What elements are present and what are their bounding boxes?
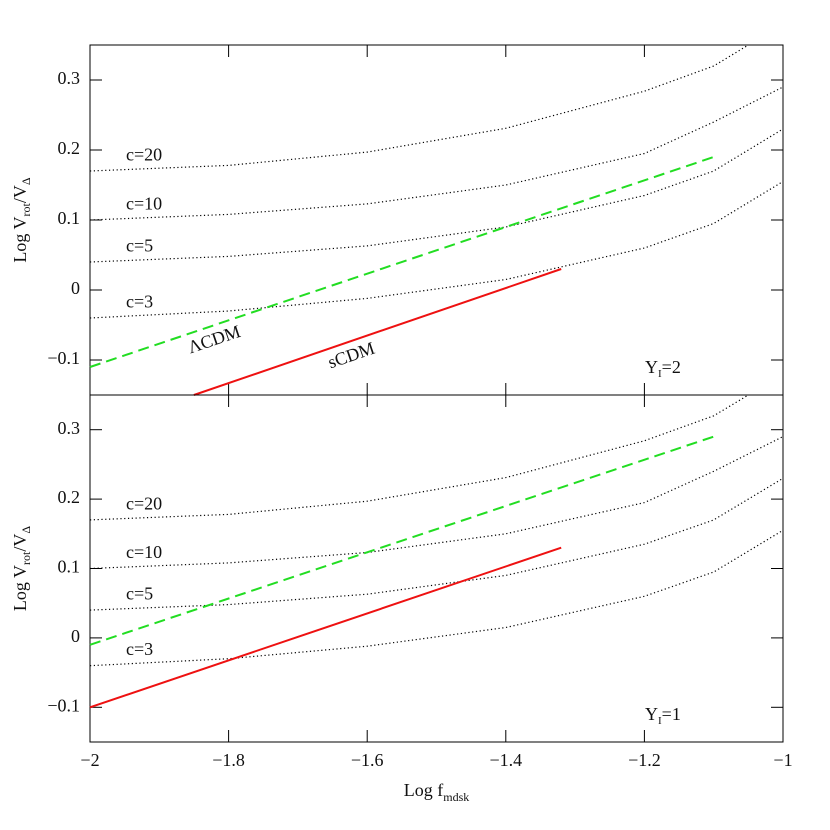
series-label: c=20 xyxy=(126,493,162,513)
y-axis-label: Log Vrot/VΔ xyxy=(10,526,33,612)
series-label: ΛCDM xyxy=(185,321,243,357)
series-label: sCDM xyxy=(325,338,377,372)
series-label: c=10 xyxy=(126,193,162,213)
series-line xyxy=(89,156,715,368)
y-tick-label: 0.2 xyxy=(58,487,81,507)
series-line xyxy=(193,268,562,396)
series-line xyxy=(89,394,749,521)
annotation-text: =2 xyxy=(662,357,681,377)
y-tick-label: 0.2 xyxy=(58,138,81,158)
y-tick-label: 0.3 xyxy=(58,418,81,438)
plot-frame xyxy=(89,394,784,743)
series-label: c=3 xyxy=(126,291,153,311)
annotation-text: Υ xyxy=(645,704,658,724)
x-tick-label: −1.4 xyxy=(489,750,522,770)
y-tick-label: −0.1 xyxy=(47,695,80,715)
y-label-sub: rot xyxy=(19,551,33,565)
series-line xyxy=(89,546,562,709)
y-tick-label: 0.1 xyxy=(58,557,81,577)
annotation-text: =1 xyxy=(662,704,681,724)
annotation-text: Υ xyxy=(645,357,658,377)
annotation: ΥI=1 xyxy=(645,704,681,726)
series-label: c=20 xyxy=(126,144,162,164)
series-line xyxy=(89,44,749,172)
x-axis-label: Log fmdsk xyxy=(404,780,470,804)
series-line xyxy=(89,86,784,221)
series-label: c=3 xyxy=(126,639,153,659)
series-line xyxy=(89,436,784,570)
y-label-text: /V xyxy=(10,534,30,552)
x-tick-label: −1 xyxy=(773,750,792,770)
x-tick-label: −1.6 xyxy=(351,750,384,770)
y-label-sub: Δ xyxy=(19,177,33,185)
y-tick-label: 0 xyxy=(71,626,80,646)
y-label-sub: Δ xyxy=(19,526,33,534)
x-label-sub: mdsk xyxy=(443,790,469,804)
annotation-sub: I xyxy=(658,368,662,380)
y-label-text: Log V xyxy=(10,565,30,611)
series-label: c=10 xyxy=(126,542,162,562)
annotation-sub: I xyxy=(658,715,662,727)
x-tick-label: −1.2 xyxy=(628,750,661,770)
series-line xyxy=(89,435,715,646)
y-axis-label: Log Vrot/VΔ xyxy=(10,177,33,263)
series-label: c=5 xyxy=(126,235,153,255)
x-label-text: Log f xyxy=(404,780,444,800)
series-line xyxy=(89,529,784,667)
x-tick-label: −1.8 xyxy=(212,750,245,770)
y-label-sub: rot xyxy=(19,202,33,216)
y-label-text: /V xyxy=(10,185,30,203)
y-tick-label: 0.1 xyxy=(58,208,81,228)
y-tick-label: 0.3 xyxy=(58,68,81,88)
annotation: ΥI=2 xyxy=(645,357,681,379)
series-label: c=5 xyxy=(126,584,153,604)
y-tick-label: 0 xyxy=(71,278,80,298)
y-tick-label: −0.1 xyxy=(47,348,80,368)
y-label-text: Log V xyxy=(10,216,30,262)
series-line xyxy=(89,128,784,263)
x-tick-label: −2 xyxy=(80,750,99,770)
